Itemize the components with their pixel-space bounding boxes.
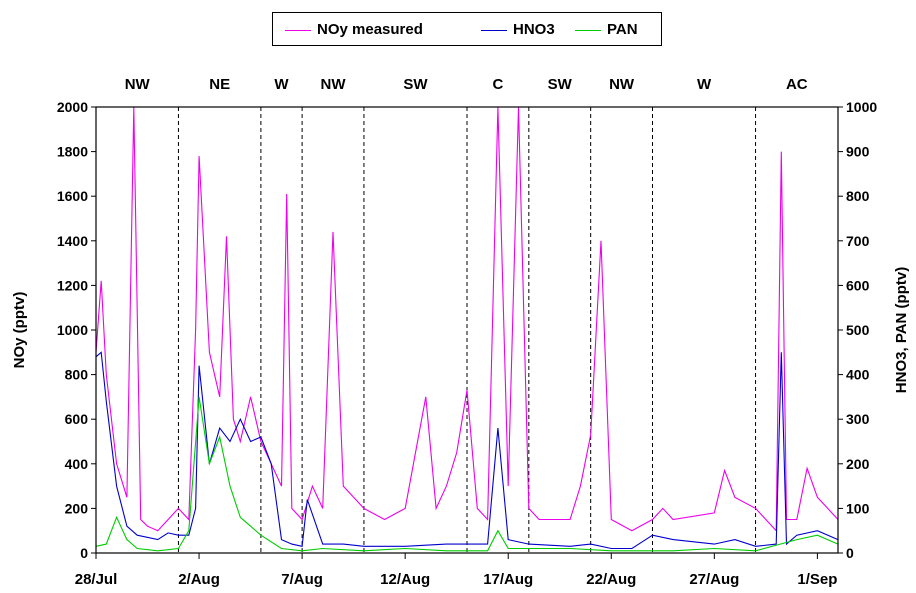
series-line-noy-measured <box>95 106 839 533</box>
regime-label: NE <box>209 76 230 93</box>
legend-label-hno3: HNO3 <box>513 21 555 38</box>
y-right-tick-label: 1000 <box>846 99 877 115</box>
y-axis-right-label: HNO3, PAN (pptv) <box>893 267 910 393</box>
regime-label: SW <box>548 76 573 93</box>
legend: NOy measured HNO3 PAN <box>272 12 662 46</box>
regime-label: AC <box>786 76 808 93</box>
x-tick-label: 27/Aug <box>689 571 739 588</box>
regime-label: NW <box>321 76 347 93</box>
x-tick-label: 22/Aug <box>586 571 636 588</box>
y-left-tick-label: 800 <box>65 367 89 383</box>
x-tick-label: 7/Aug <box>281 571 323 588</box>
y-right-tick-label: 0 <box>846 545 854 561</box>
regime-label: NW <box>609 76 635 93</box>
y-left-tick-label: 400 <box>65 456 89 472</box>
legend-swatch-hno3 <box>481 30 507 31</box>
y-right-tick-label: 300 <box>846 411 870 427</box>
y-right-tick-label: 200 <box>846 456 870 472</box>
y-right-tick-label: 700 <box>846 233 870 249</box>
y-axis-left-label: NOy (pptv) <box>11 292 28 369</box>
regime-label: W <box>697 76 712 93</box>
x-tick-label: 17/Aug <box>483 571 533 588</box>
legend-label-noy: NOy measured <box>317 21 423 38</box>
y-left-tick-label: 2000 <box>57 99 88 115</box>
x-tick-label: 28/Jul <box>75 571 118 588</box>
y-right-tick-label: 600 <box>846 277 870 293</box>
regime-label: SW <box>403 76 428 93</box>
legend-swatch-noy <box>285 30 311 31</box>
y-left-tick-label: 1400 <box>57 233 88 249</box>
regime-label: W <box>274 76 289 93</box>
y-left-tick-label: 1200 <box>57 277 88 293</box>
x-tick-label: 12/Aug <box>380 571 430 588</box>
y-left-tick-label: 1600 <box>57 188 88 204</box>
series-layer <box>95 106 839 552</box>
legend-swatch-pan <box>575 30 601 31</box>
legend-label-pan: PAN <box>607 21 638 38</box>
y-right-tick-label: 400 <box>846 367 870 383</box>
y-left-tick-label: 600 <box>65 411 89 427</box>
axes-layer: 0 200 400 600 800 1000 1200 1400 1600 1800 2000 0 10… <box>57 99 878 588</box>
y-right-tick-label: 100 <box>846 500 870 516</box>
regime-label: NW <box>125 76 151 93</box>
x-tick-label: 2/Aug <box>178 571 220 588</box>
x-tick-label: 1/Sep <box>797 571 837 588</box>
y-right-tick-label: 900 <box>846 144 870 160</box>
y-right-tick-label: 500 <box>846 322 870 338</box>
y-right-tick-label: 800 <box>846 188 870 204</box>
y-left-tick-label: 1800 <box>57 144 88 160</box>
regime-dividers <box>177 107 757 553</box>
series-line-hno3 <box>95 351 839 550</box>
regime-label: C <box>492 76 503 93</box>
y-left-tick-label: 0 <box>80 545 88 561</box>
y-left-tick-label: 200 <box>65 500 89 516</box>
regime-labels: NW NE W NW SW C SW NW W AC <box>125 76 808 93</box>
y-left-tick-label: 1000 <box>57 322 88 338</box>
series-line-pan <box>95 396 839 552</box>
